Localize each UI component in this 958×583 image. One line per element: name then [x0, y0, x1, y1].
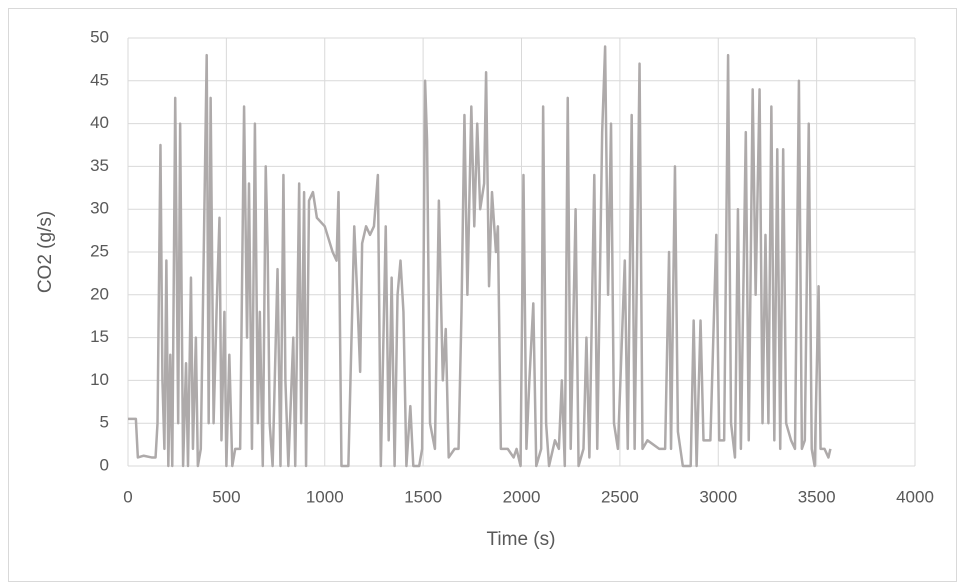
y-tick-label: 45	[90, 70, 109, 89]
chart-frame	[8, 8, 957, 582]
y-tick-label: 40	[90, 113, 109, 132]
x-tick-label: 500	[212, 487, 240, 506]
x-axis-label: Time (s)	[487, 529, 556, 550]
x-tick-label: 1000	[306, 487, 344, 506]
data-line	[128, 45, 832, 468]
x-tick-label: 2500	[601, 487, 639, 506]
x-tick-label: 0	[123, 487, 132, 506]
y-tick-label: 15	[90, 327, 109, 346]
y-tick-label: 10	[90, 370, 109, 389]
x-tick-label: 1500	[404, 487, 442, 506]
y-tick-label: 0	[100, 455, 109, 474]
y-tick-label: 25	[90, 241, 109, 260]
x-tick-label: 4000	[896, 487, 934, 506]
x-tick-label: 3000	[699, 487, 737, 506]
y-tick-label: 30	[90, 199, 109, 218]
x-tick-label: 2000	[503, 487, 541, 506]
y-tick-label: 5	[100, 413, 109, 432]
x-tick-label: 3500	[798, 487, 836, 506]
y-tick-label: 50	[90, 27, 109, 46]
y-tick-label: 35	[90, 156, 109, 175]
y-tick-label: 20	[90, 284, 109, 303]
y-axis-label: CO2 (g/s)	[35, 211, 56, 293]
